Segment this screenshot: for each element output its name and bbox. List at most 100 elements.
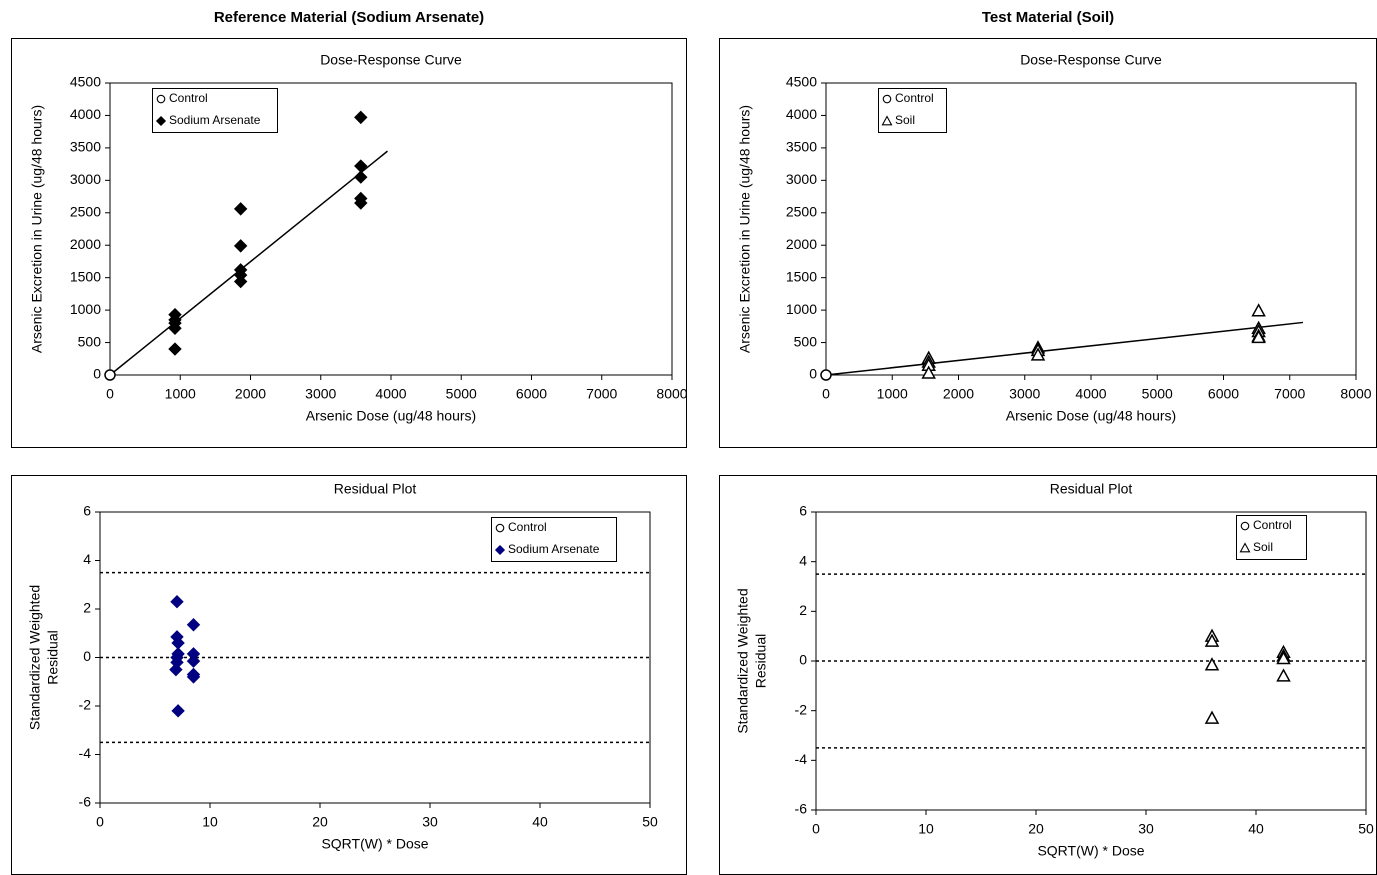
y-tick-label: 3000 — [70, 171, 101, 187]
x-axis-label: Arsenic Dose (ug/48 hours) — [306, 408, 476, 424]
x-tick-label: 8000 — [656, 386, 687, 402]
y-tick-label: 2000 — [70, 236, 101, 252]
x-tick-label: 7000 — [1274, 386, 1305, 402]
x-tick-label: 40 — [532, 814, 548, 830]
y-axis-label: Arsenic Excretion in Urine (ug/48 hours) — [737, 105, 753, 353]
x-tick-label: 2000 — [943, 386, 974, 402]
data-point — [168, 342, 182, 356]
x-tick-label: 20 — [312, 814, 328, 830]
x-tick-label: 10 — [202, 814, 218, 830]
data-point — [1276, 668, 1291, 682]
y-tick-label: 0 — [83, 648, 91, 664]
y-tick-label: 4000 — [786, 106, 817, 122]
y-tick-label: 500 — [794, 333, 818, 349]
x-tick-label: 0 — [96, 814, 104, 830]
data-point — [820, 369, 832, 381]
legend-box — [491, 517, 617, 562]
y-tick-label: 2 — [799, 602, 807, 618]
y-tick-label: 3500 — [786, 139, 817, 155]
x-tick-label: 4000 — [1075, 386, 1106, 402]
x-tick-label: 6000 — [1208, 386, 1239, 402]
data-point — [104, 369, 116, 381]
fit-line — [109, 150, 388, 376]
x-tick-label: 0 — [812, 821, 820, 837]
x-axis-label: Arsenic Dose (ug/48 hours) — [1006, 408, 1176, 424]
y-tick-label: 1500 — [70, 268, 101, 284]
data-point — [168, 321, 182, 335]
data-point — [1276, 650, 1291, 665]
chart-title: Residual Plot — [1050, 481, 1133, 497]
y-tick-label: 1000 — [786, 301, 817, 317]
x-tick-label: 8000 — [1340, 386, 1371, 402]
legend-label: Soil — [895, 113, 915, 127]
legend-marker — [495, 523, 505, 533]
x-tick-label: 3000 — [1009, 386, 1040, 402]
data-point — [1251, 329, 1266, 344]
x-axis-label: SQRT(W) * Dose — [321, 836, 428, 852]
x-tick-label: 5000 — [1142, 386, 1173, 402]
y-axis-label: Residual — [45, 630, 61, 684]
y-tick-label: 4500 — [786, 74, 817, 90]
data-point — [1204, 657, 1220, 671]
y-axis-label: Residual — [753, 634, 769, 688]
legend-marker — [155, 115, 167, 127]
x-tick-label: 0 — [822, 386, 830, 402]
y-tick-label: -2 — [79, 697, 92, 713]
x-tick-label: 40 — [1248, 821, 1264, 837]
x-tick-label: 4000 — [375, 386, 406, 402]
legend-marker — [882, 94, 892, 104]
y-tick-label: 2000 — [786, 236, 817, 252]
legend-label: Control — [508, 520, 547, 534]
data-point — [1204, 633, 1220, 647]
x-tick-label: 3000 — [305, 386, 336, 402]
data-point — [1251, 303, 1266, 317]
legend-label: Sodium Arsenate — [508, 542, 600, 556]
y-axis-label: Arsenic Excretion in Urine (ug/48 hours) — [29, 105, 45, 353]
y-axis-label: Standardized Weighted — [27, 585, 43, 730]
panel-header: Test Material (Soil) — [982, 9, 1114, 26]
data-point — [233, 202, 248, 216]
y-tick-label: -6 — [79, 794, 92, 810]
legend-label: Control — [1253, 518, 1292, 532]
legend-box — [152, 88, 278, 133]
y-tick-label: 4 — [799, 552, 807, 568]
y-tick-label: 1500 — [786, 268, 817, 284]
data-point — [233, 239, 248, 253]
x-tick-label: 50 — [642, 814, 658, 830]
y-tick-label: 500 — [78, 333, 102, 349]
y-tick-label: 0 — [93, 366, 101, 382]
data-point — [186, 654, 201, 668]
panel-border — [11, 38, 687, 448]
y-tick-label: 4000 — [70, 106, 101, 122]
data-point — [354, 170, 368, 184]
y-tick-label: 1000 — [70, 301, 101, 317]
legend-label: Soil — [1253, 540, 1273, 554]
data-point — [354, 196, 368, 210]
y-tick-label: -4 — [79, 745, 92, 761]
data-point — [169, 662, 183, 677]
data-point — [186, 618, 201, 632]
x-tick-label: 5000 — [446, 386, 477, 402]
x-tick-label: 10 — [918, 821, 934, 837]
y-tick-label: 0 — [809, 366, 817, 382]
y-tick-label: 6 — [799, 503, 807, 519]
y-tick-label: -6 — [795, 801, 808, 817]
legend-marker — [1239, 542, 1251, 553]
y-tick-label: 4 — [83, 551, 91, 567]
x-axis-label: SQRT(W) * Dose — [1037, 843, 1144, 859]
y-tick-label: 6 — [83, 503, 91, 519]
legend-marker — [156, 94, 166, 104]
fit-line — [825, 321, 1304, 376]
x-tick-label: 1000 — [165, 386, 196, 402]
y-tick-label: 3000 — [786, 171, 817, 187]
x-tick-label: 20 — [1028, 821, 1044, 837]
data-point — [233, 274, 248, 289]
x-tick-label: 0 — [106, 386, 114, 402]
data-point — [354, 110, 368, 125]
x-tick-label: 7000 — [586, 386, 617, 402]
y-tick-label: 2500 — [786, 203, 817, 219]
legend-label: Control — [895, 91, 934, 105]
y-tick-label: 2500 — [70, 203, 101, 219]
data-point — [186, 670, 201, 684]
